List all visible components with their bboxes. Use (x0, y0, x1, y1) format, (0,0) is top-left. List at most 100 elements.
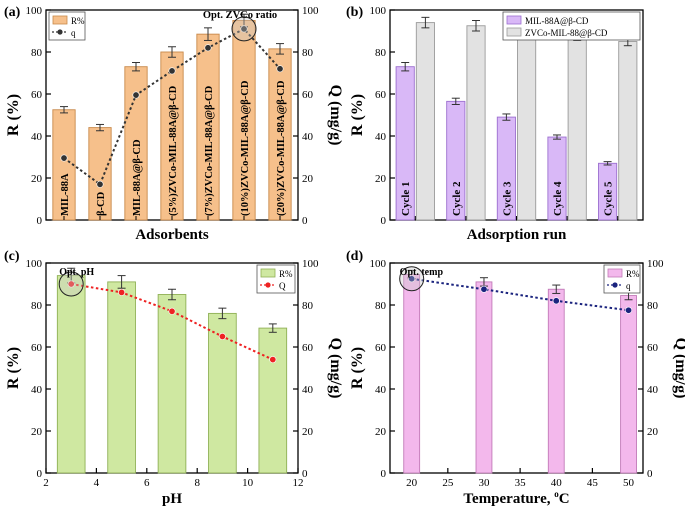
x-axis-unit: C (559, 491, 570, 507)
category-label: (7%)ZVCo-MIL-88A@β-CD (204, 85, 215, 216)
y-tick-label: 40 (31, 384, 43, 396)
bar (547, 288, 565, 474)
highlight-circle (58, 271, 84, 297)
y-tick-label: 40 (31, 131, 43, 143)
y-tick-label: 60 (375, 89, 387, 101)
y2-tick-label: 80 (302, 300, 314, 312)
legend-label: q (71, 28, 76, 38)
legend-label: ZVCo-MIL-88@β-CD (525, 28, 608, 38)
legend-label: MIL-88A@β-CD (525, 16, 589, 26)
series-point (118, 288, 126, 296)
panel-d: 0 20 40 60 80 100 0 20 40 60 80 100 R (%) Q (mg/g) (d)… (346, 249, 685, 507)
bar (567, 35, 587, 221)
y-axis-label: R (%) (5, 347, 22, 389)
panel-b: 0 20 40 60 80 100 R (%) (b) Cycle 1 Cycle 2 Cycle … (346, 5, 644, 243)
x-axis-unit-sup: o (554, 489, 559, 499)
legend-label: R% (626, 269, 640, 279)
x-tick-label: 40 (551, 477, 563, 489)
series-point (480, 285, 488, 293)
series-point (67, 280, 75, 288)
y-tick-label: 80 (375, 47, 387, 59)
x-tick-label: 12 (293, 477, 304, 489)
series-point (204, 44, 212, 52)
y-tick-label: 0 (381, 215, 387, 227)
y-tick-label: 100 (26, 5, 43, 17)
x-tick-label: 50 (623, 477, 635, 489)
series-point (96, 180, 104, 188)
x-tick-label: 20 (406, 477, 418, 489)
x-axis-label: pH (162, 491, 182, 507)
y2-tick-label: 100 (302, 5, 319, 17)
y2-tick-label: 20 (647, 426, 659, 438)
y-tick-label: 80 (31, 47, 43, 59)
y2-tick-label: 60 (302, 342, 314, 354)
highlight-circle (231, 16, 257, 42)
y2-axis-label: Q (mg/g) (672, 338, 685, 399)
category-label: Cycle 1 (400, 181, 412, 216)
category-label: Cycle 3 (501, 181, 513, 216)
series-point (218, 332, 226, 340)
x-tick-label: 10 (242, 477, 254, 489)
bar (618, 41, 638, 221)
legend-swatch (506, 27, 522, 37)
legend-swatch (52, 15, 68, 25)
annotation: Opt. ZVCo ratio (203, 10, 277, 21)
y-tick-label: 60 (31, 89, 43, 101)
y2-tick-label: 40 (302, 384, 314, 396)
y2-axis-label: Q (mg/g) (327, 338, 344, 399)
x-tick-label: 25 (442, 477, 454, 489)
category-label: MIL-88A@β-CD (132, 139, 143, 216)
y-axis-label: R (%) (349, 347, 366, 389)
y2-tick-label: 100 (647, 258, 664, 270)
bar (475, 281, 493, 474)
highlight-circle (399, 266, 425, 292)
y-tick-label: 80 (31, 300, 43, 312)
bar (258, 327, 288, 474)
y2-tick-label: 0 (302, 215, 308, 227)
x-tick-label: 8 (194, 477, 200, 489)
y-tick-label: 20 (31, 426, 43, 438)
annotation: Opt. temp (400, 267, 444, 278)
legend-label: R% (71, 16, 85, 26)
category-label: (5%)ZVCo-MIL-88A@β-CD (168, 85, 179, 216)
series-point (269, 356, 277, 364)
legend-label: q (626, 281, 631, 291)
y2-tick-label: 80 (302, 47, 314, 59)
panel-a: 0 20 40 60 80 100 0 20 40 60 80 100 R (%) Q (mg/g) (a)… (4, 5, 344, 243)
bar (466, 25, 486, 221)
y2-tick-label: 0 (647, 468, 653, 480)
plot-frame (389, 262, 644, 474)
legend-marker (612, 282, 618, 288)
x-tick-label: 2 (43, 477, 49, 489)
y-tick-label: 100 (26, 258, 43, 270)
panel-label: (a) (4, 5, 21, 20)
y-tick-label: 0 (37, 215, 43, 227)
legend-swatch (260, 268, 276, 278)
y-tick-label: 60 (375, 342, 387, 354)
legend-swatch (607, 268, 623, 278)
x-axis-label: Adsorption run (467, 227, 567, 243)
x-tick-label: 4 (94, 477, 100, 489)
legend-swatch (506, 15, 522, 25)
category-label: (20%)ZVCo-MIL-88A@β-CD (276, 80, 287, 216)
legend-box (502, 11, 641, 41)
y2-tick-label: 40 (302, 131, 314, 143)
bar (56, 275, 86, 474)
series-point (240, 25, 248, 33)
y2-tick-label: 100 (302, 258, 319, 270)
y-axis-label: R (%) (349, 94, 366, 136)
y2-tick-label: 60 (302, 89, 314, 101)
bar (415, 22, 435, 221)
category-label: Cycle 5 (603, 181, 615, 216)
x-tick-label: 45 (587, 477, 599, 489)
category-label: Cycle 2 (451, 181, 463, 216)
y2-tick-label: 0 (302, 468, 308, 480)
series-point (276, 65, 284, 73)
y-tick-label: 80 (375, 300, 387, 312)
y2-tick-label: 20 (302, 173, 314, 185)
y2-tick-label: 40 (647, 384, 659, 396)
legend-marker (57, 29, 63, 35)
series-point (625, 306, 633, 314)
bar (517, 31, 537, 221)
